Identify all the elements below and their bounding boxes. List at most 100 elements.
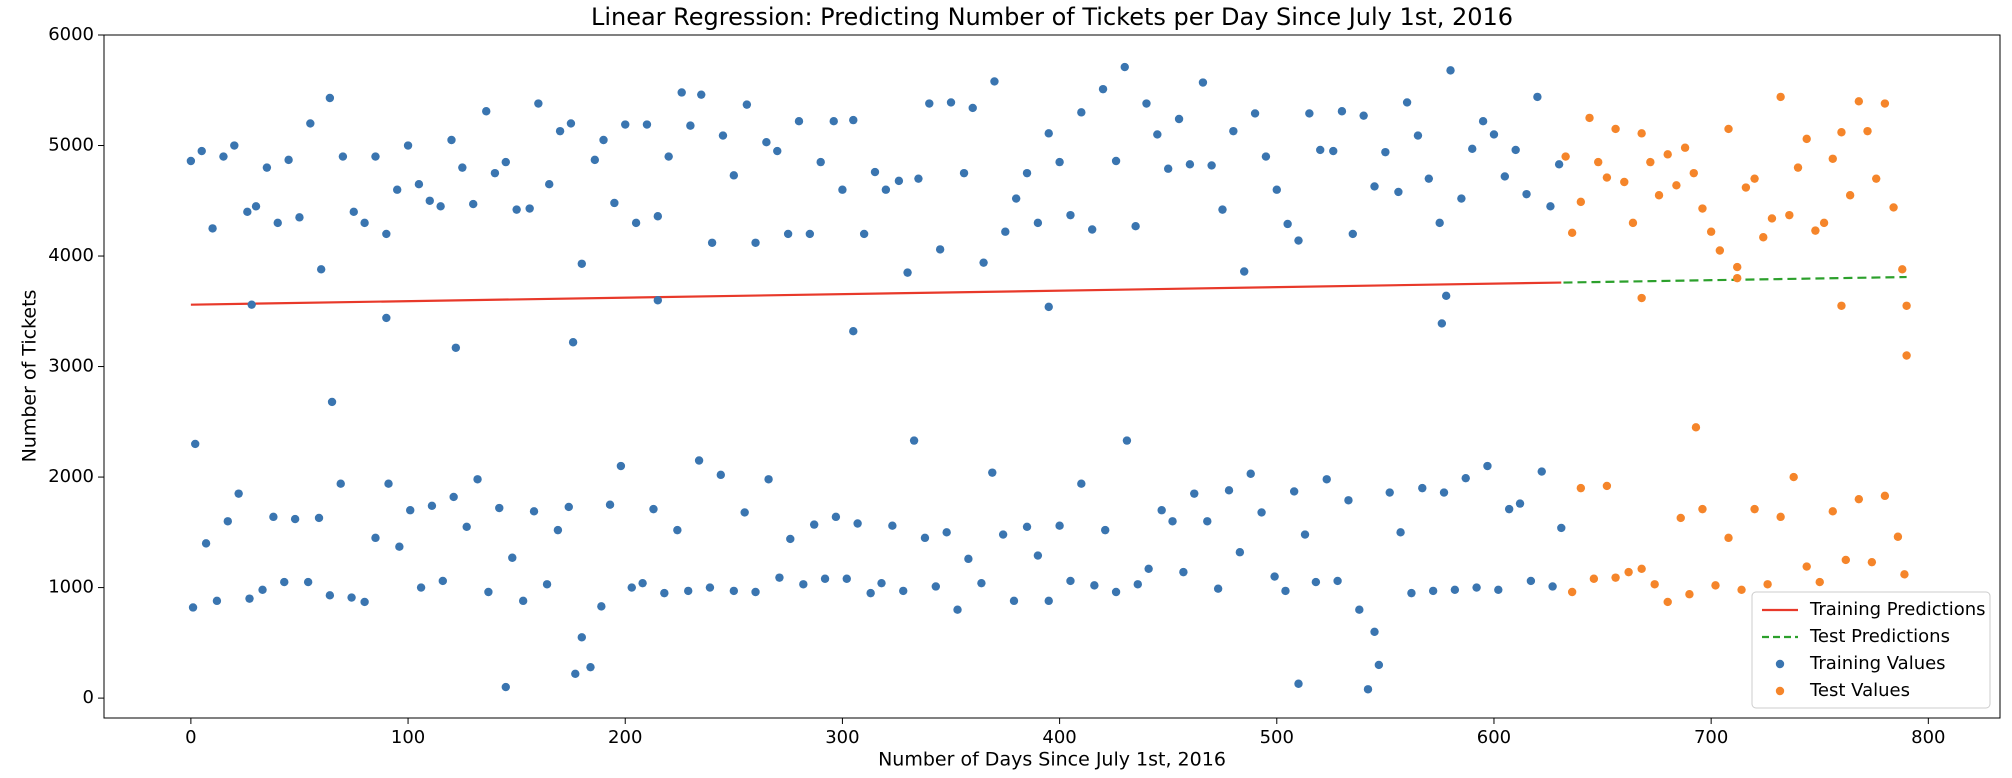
- y-tick-label: 3000: [48, 356, 94, 377]
- data-point: [1344, 496, 1353, 505]
- data-point: [1576, 483, 1586, 493]
- data-point: [1174, 114, 1184, 124]
- data-point: [1289, 487, 1299, 496]
- data-point: [1567, 587, 1577, 597]
- data-point: [660, 588, 669, 598]
- data-point: [1044, 596, 1053, 606]
- data-point: [1561, 152, 1570, 161]
- data-point: [942, 528, 951, 537]
- data-point: [325, 93, 335, 103]
- data-point: [273, 218, 282, 228]
- data-point: [829, 117, 838, 126]
- data-point: [1077, 108, 1086, 117]
- y-tick-label: 0: [83, 687, 94, 708]
- data-point: [610, 198, 619, 208]
- data-point: [1854, 494, 1864, 504]
- data-point: [1706, 227, 1716, 236]
- data-point: [1548, 582, 1557, 591]
- data-point: [1246, 469, 1255, 478]
- data-point: [794, 117, 804, 126]
- data-point: [508, 553, 517, 562]
- data-point: [555, 126, 565, 136]
- data-point: [1898, 265, 1907, 274]
- x-tick-label: 500: [1260, 727, 1294, 748]
- data-point: [914, 174, 923, 183]
- data-point: [577, 633, 587, 642]
- data-point: [1789, 472, 1798, 482]
- data-point: [1759, 233, 1768, 242]
- data-point: [920, 533, 930, 543]
- data-point: [1235, 548, 1245, 557]
- data-point: [990, 77, 999, 86]
- data-point: [1120, 62, 1129, 72]
- data-point: [694, 456, 704, 465]
- data-point: [191, 439, 200, 449]
- data-point: [482, 107, 491, 116]
- data-point: [1785, 210, 1794, 220]
- data-point: [729, 586, 739, 596]
- data-point: [820, 574, 830, 583]
- data-point: [395, 542, 404, 551]
- legend-box: [1751, 591, 1991, 709]
- y-tick-label: 4000: [48, 245, 94, 266]
- data-point: [1300, 530, 1310, 539]
- data-point: [1650, 580, 1659, 589]
- data-point: [1837, 301, 1846, 310]
- data-point: [1867, 557, 1877, 567]
- data-point: [1611, 124, 1620, 134]
- data-point: [1396, 528, 1405, 537]
- data-point: [631, 218, 641, 228]
- data-point: [597, 602, 606, 611]
- data-point: [1902, 301, 1911, 310]
- legend-label: Test Values: [1809, 680, 1910, 701]
- data-point: [462, 522, 471, 532]
- x-axis-label: Number of Days Since July 1st, 2016: [878, 749, 1226, 771]
- data-point: [1198, 78, 1208, 87]
- data-point: [1311, 577, 1321, 587]
- data-point: [1348, 229, 1357, 239]
- x-tick-label: 100: [391, 727, 425, 748]
- data-point: [842, 574, 851, 583]
- data-point: [338, 152, 348, 161]
- data-point: [1854, 97, 1864, 106]
- data-point: [1750, 174, 1759, 183]
- data-point: [764, 475, 773, 484]
- data-point: [336, 479, 345, 488]
- data-point: [245, 594, 254, 603]
- data-point: [888, 521, 897, 530]
- data-point: [1281, 586, 1290, 596]
- data-point: [1763, 580, 1772, 589]
- data-point: [1691, 423, 1701, 432]
- data-point: [751, 238, 760, 247]
- data-point: [1902, 351, 1911, 360]
- data-point: [1077, 479, 1086, 488]
- data-point: [371, 152, 380, 161]
- data-point: [707, 238, 717, 247]
- data-point: [1133, 580, 1142, 589]
- data-point: [403, 141, 413, 150]
- data-point: [566, 119, 576, 128]
- data-point: [382, 313, 391, 323]
- data-point: [1863, 126, 1872, 136]
- data-point: [568, 338, 578, 347]
- data-point: [1663, 150, 1672, 159]
- data-point: [1424, 174, 1434, 183]
- data-point: [1654, 191, 1664, 200]
- data-point: [1441, 291, 1451, 301]
- data-point: [234, 489, 243, 498]
- data-point: [979, 258, 988, 267]
- data-point: [1546, 202, 1555, 211]
- data-point: [251, 202, 261, 211]
- data-point: [1802, 134, 1811, 144]
- data-point: [1594, 157, 1603, 167]
- data-point: [964, 554, 973, 564]
- data-point: [1872, 174, 1881, 183]
- data-point: [1602, 173, 1612, 182]
- data-point: [849, 115, 858, 125]
- data-point: [642, 120, 652, 129]
- data-point: [458, 163, 467, 172]
- data-point: [1646, 157, 1655, 167]
- data-point: [316, 265, 326, 274]
- data-point: [1090, 581, 1099, 590]
- data-point: [473, 475, 482, 484]
